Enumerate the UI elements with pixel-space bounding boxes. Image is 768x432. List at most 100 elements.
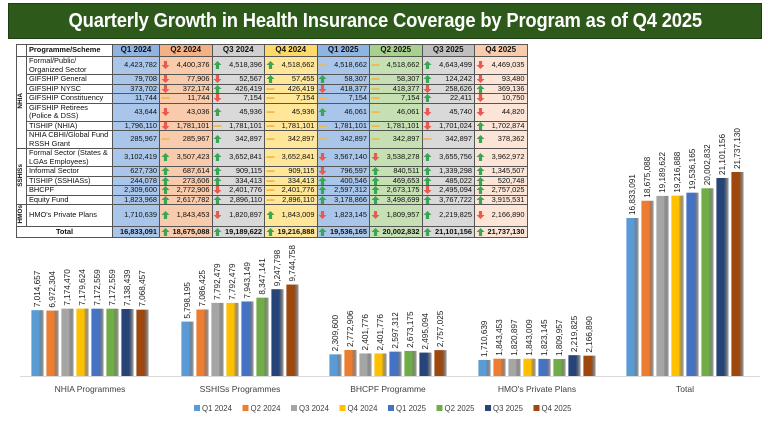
trend-cell <box>474 120 486 131</box>
arrow-up-icon <box>423 61 432 70</box>
flat-dash-icon <box>371 64 380 67</box>
trend-cell <box>211 194 223 205</box>
data-label: 16,833,091 <box>628 174 637 215</box>
value-cell: 4,400,376 <box>170 56 213 75</box>
category-label: Total <box>676 384 694 394</box>
value-cell: 20,002,832 <box>380 225 423 238</box>
data-label: 7,943,149 <box>243 262 252 299</box>
trend-cell <box>159 148 171 167</box>
value-cell: 3,102,419 <box>112 148 160 167</box>
value-cell: 1,809,957 <box>380 204 423 227</box>
trend-cell <box>159 120 171 131</box>
trend-cell <box>474 130 486 149</box>
value-cell: 4,423,782 <box>112 56 160 75</box>
value-cell: 124,242 <box>433 74 475 85</box>
flat-dash-icon <box>423 138 432 141</box>
trend-cell <box>369 102 381 122</box>
value-cell: 2,401,776 <box>223 185 265 196</box>
arrow-up-icon <box>318 75 327 84</box>
trend-cell <box>474 74 486 85</box>
legend-swatch <box>242 405 249 411</box>
value-cell: 2,896,110 <box>223 194 265 205</box>
data-label: 20,002,832 <box>703 144 712 185</box>
arrow-up-icon <box>266 227 275 236</box>
value-cell: 57,455 <box>275 74 318 85</box>
value-cell: 7,154 <box>275 93 318 104</box>
trend-cell <box>369 175 381 186</box>
trend-cell <box>474 175 486 186</box>
quarter-header: Q1 2025 <box>316 44 370 57</box>
data-label: 9,247,798 <box>273 249 282 286</box>
bar-q1-2024 <box>626 218 639 376</box>
arrow-up-icon <box>476 153 485 162</box>
arrow-down-icon <box>476 94 485 103</box>
legend-swatch <box>436 405 443 411</box>
bar-q1-2024 <box>329 354 342 376</box>
trend-cell <box>421 194 433 205</box>
value-cell: 1,820,897 <box>223 204 265 227</box>
bar-q1-2024 <box>181 321 194 376</box>
trend-cell <box>264 74 276 85</box>
data-label: 7,179,624 <box>78 269 87 306</box>
flat-dash-icon <box>371 124 380 127</box>
value-cell: 2,896,110 <box>275 194 318 205</box>
arrow-down-icon <box>161 84 170 93</box>
value-cell: 285,967 <box>112 130 160 149</box>
data-label: 19,216,888 <box>673 151 682 192</box>
arrow-down-icon <box>318 84 327 93</box>
trend-cell <box>264 194 276 205</box>
trend-cell <box>474 194 486 205</box>
trend-cell <box>159 166 171 177</box>
value-cell: 840,511 <box>380 166 423 177</box>
bar-q2-2024 <box>641 200 654 376</box>
bar-q3-2024 <box>211 302 224 376</box>
value-cell: 10,750 <box>485 93 528 104</box>
trend-cell <box>421 166 433 177</box>
flat-dash-icon <box>266 189 275 192</box>
trend-cell <box>316 166 328 177</box>
arrow-up-icon <box>266 75 275 84</box>
trend-cell <box>421 120 433 131</box>
trend-cell <box>316 83 328 94</box>
trend-cell <box>159 175 171 186</box>
trend-cell <box>316 204 328 227</box>
trend-cell <box>316 130 328 149</box>
value-cell: 2,757,025 <box>485 185 528 196</box>
trend-cell <box>211 56 223 75</box>
trend-cell <box>159 225 171 238</box>
trend-cell <box>369 74 381 85</box>
trend-cell <box>211 175 223 186</box>
group-header-cell <box>16 44 27 57</box>
table-row: NHIA Formal/Public/ Organized Sector 4,423… <box>16 56 528 149</box>
value-cell: 2,772,906 <box>170 185 213 196</box>
legend-label: Q1 2025 <box>396 404 427 413</box>
data-label: 2,166,890 <box>585 316 594 353</box>
data-label: 7,014,657 <box>33 270 42 307</box>
trend-cell <box>264 56 276 75</box>
legend-swatch <box>485 405 491 411</box>
value-cell: 44,820 <box>485 102 528 122</box>
data-label: 18,675,088 <box>643 156 652 197</box>
value-cell: 3,178,866 <box>328 194 370 205</box>
arrow-down-icon <box>318 211 327 220</box>
value-cell: 627,730 <box>112 166 160 177</box>
value-cell: 79,708 <box>112 74 160 85</box>
value-cell: 4,643,499 <box>433 56 475 75</box>
trend-cell <box>421 185 433 196</box>
trend-cell <box>421 102 433 122</box>
value-cell: 45,936 <box>275 102 318 122</box>
category-label: HMO's Private Plans <box>498 384 576 394</box>
value-cell: 2,597,312 <box>328 185 370 196</box>
programme-name: Equity Fund <box>26 194 113 205</box>
legend-label: Q2 2025 <box>445 404 476 413</box>
category-label: SSHISs Programmes <box>200 384 281 394</box>
bar-q2-2025 <box>404 350 417 376</box>
arrow-up-icon <box>476 195 485 204</box>
trend-cell <box>421 148 433 167</box>
arrow-up-icon <box>423 167 432 176</box>
value-cell: 1,781,101 <box>223 120 265 131</box>
trend-cell <box>369 194 381 205</box>
data-label: 1,820,897 <box>510 319 519 356</box>
arrow-down-icon <box>213 186 222 195</box>
page-title: Quarterly Growth in Health Insurance Cov… <box>68 9 702 32</box>
